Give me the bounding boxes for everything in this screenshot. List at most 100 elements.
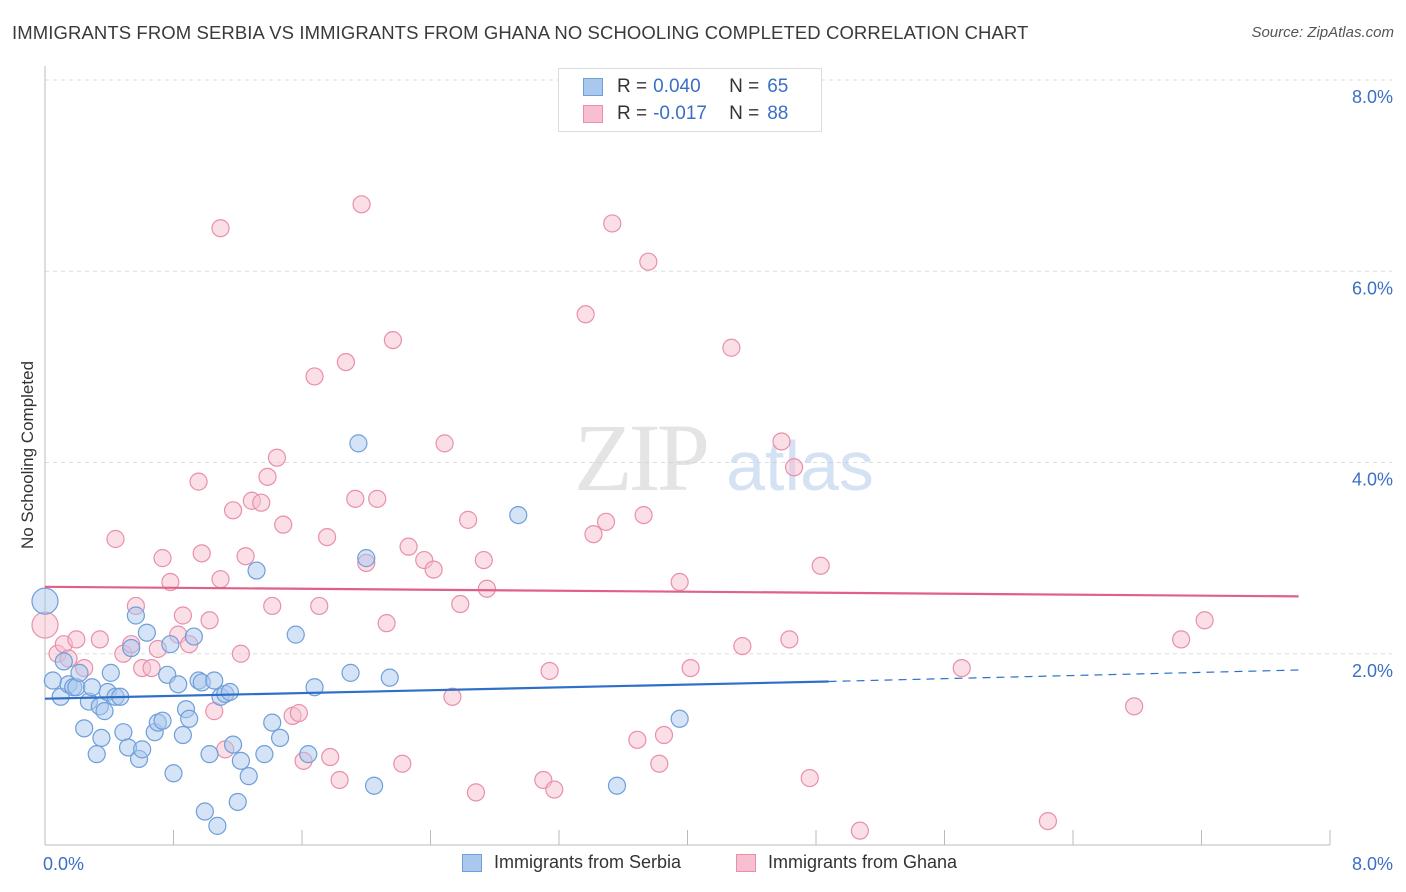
serbia-point (220, 682, 240, 702)
serbia-point (364, 776, 384, 795)
ghana-point (780, 630, 799, 649)
ghana-point (346, 489, 365, 508)
ghana-point (628, 730, 647, 749)
y-tick-label: 8.0% (1352, 87, 1393, 107)
ghana-point (800, 768, 819, 788)
ghana-point (173, 606, 193, 625)
serbia-point (184, 627, 203, 646)
axes (44, 66, 1331, 846)
ghana-series-points (31, 195, 1214, 840)
serbia-point (101, 663, 120, 682)
ghana-n-label: N = (729, 103, 760, 124)
x-tick-label-max: 8.0% (1352, 854, 1393, 874)
ghana-point (336, 352, 355, 372)
serbia-point (255, 745, 274, 764)
serbia-trend-line (44, 680, 829, 700)
ghana-point (67, 630, 86, 649)
serbia-r-value: 0.040 (653, 76, 701, 97)
watermark-zip: ZIP (574, 404, 707, 511)
serbia-point (239, 767, 258, 786)
serbia-point (92, 728, 111, 748)
ghana-point (352, 195, 371, 214)
ghana-point (289, 703, 308, 723)
ghana-point (654, 725, 674, 745)
grid-lines (45, 79, 1392, 655)
ghana-point (459, 510, 478, 529)
ghana-point (584, 525, 603, 544)
bottom-legend-serbia: Immigrants from Serbia (462, 852, 681, 873)
serbia-n-label: N = (729, 76, 760, 97)
serbia-point (509, 505, 528, 525)
tick-labels: 2.0% 4.0% 6.0% 8.0% 0.0% 8.0% (43, 87, 1393, 874)
ghana-point (263, 596, 282, 616)
ghana-point (670, 572, 689, 592)
ghana-point (161, 572, 180, 592)
serbia-point (299, 745, 318, 764)
serbia-point (153, 711, 172, 730)
ghana-point (192, 544, 211, 563)
serbia-point (164, 764, 183, 783)
ghana-point (399, 537, 418, 556)
ghana-point (211, 570, 230, 589)
ghana-point (722, 338, 741, 357)
serbia-point (208, 816, 227, 835)
serbia-point (126, 606, 145, 625)
ghana-point (650, 754, 669, 773)
ghana-point (733, 636, 752, 656)
serbia-point (70, 663, 89, 682)
serbia-point (305, 678, 324, 697)
serbia-point (169, 675, 188, 694)
ghana-point (211, 219, 230, 238)
serbia-point (341, 663, 360, 682)
ghana-point (106, 529, 125, 549)
serbia-point (195, 802, 214, 821)
serbia-swatch (583, 78, 603, 96)
ghana-point (784, 458, 804, 477)
serbia-point (200, 745, 219, 764)
serbia-point (231, 751, 250, 770)
ghana-point (90, 630, 109, 649)
y-tick-label: 6.0% (1352, 278, 1393, 298)
bottom-serbia-label: Immigrants from Serbia (494, 852, 682, 872)
ghana-point (258, 467, 277, 486)
ghana-point (223, 501, 243, 520)
bottom-serbia-swatch (462, 853, 482, 872)
ghana-point (393, 754, 412, 773)
trend-lines (44, 585, 1299, 700)
y-axis-title: No Schooling Completed (18, 360, 37, 550)
ghana-point (153, 549, 172, 568)
serbia-r-label: R = (617, 76, 648, 97)
ghana-point (576, 305, 595, 324)
ghana-point (545, 780, 564, 799)
ghana-point (466, 783, 486, 802)
ghana-point (31, 611, 59, 639)
serbia-n-value: 65 (767, 76, 789, 97)
ghana-point (368, 489, 387, 508)
serbia-point (357, 549, 376, 568)
ghana-point (596, 512, 616, 531)
bottom-legend-ghana: Immigrants from Ghana (736, 852, 957, 873)
serbia-point (205, 671, 224, 690)
ghana-point (952, 658, 971, 678)
ghana-point (252, 493, 271, 512)
ghana-point (142, 658, 161, 678)
serbia-point (82, 678, 102, 697)
ghana-point (474, 550, 493, 570)
ghana-point (772, 432, 791, 451)
ghana-point (435, 434, 454, 453)
ghana-point (330, 770, 349, 790)
ghana-point (305, 367, 324, 386)
legend-row-serbia: R = 0.040 N = 65 (583, 74, 788, 100)
serbia-point (173, 725, 193, 745)
ghana-point (811, 556, 830, 575)
serbia-trend-extension (828, 669, 1299, 683)
ghana-point (310, 596, 329, 616)
legend-row-ghana: R = -0.017 N = 88 (583, 101, 788, 127)
serbia-point (122, 638, 141, 658)
ghana-point (540, 661, 559, 681)
serbia-series-points (31, 434, 689, 835)
ghana-point (189, 472, 208, 491)
ghana-point (634, 505, 653, 525)
serbia-point (95, 702, 114, 721)
